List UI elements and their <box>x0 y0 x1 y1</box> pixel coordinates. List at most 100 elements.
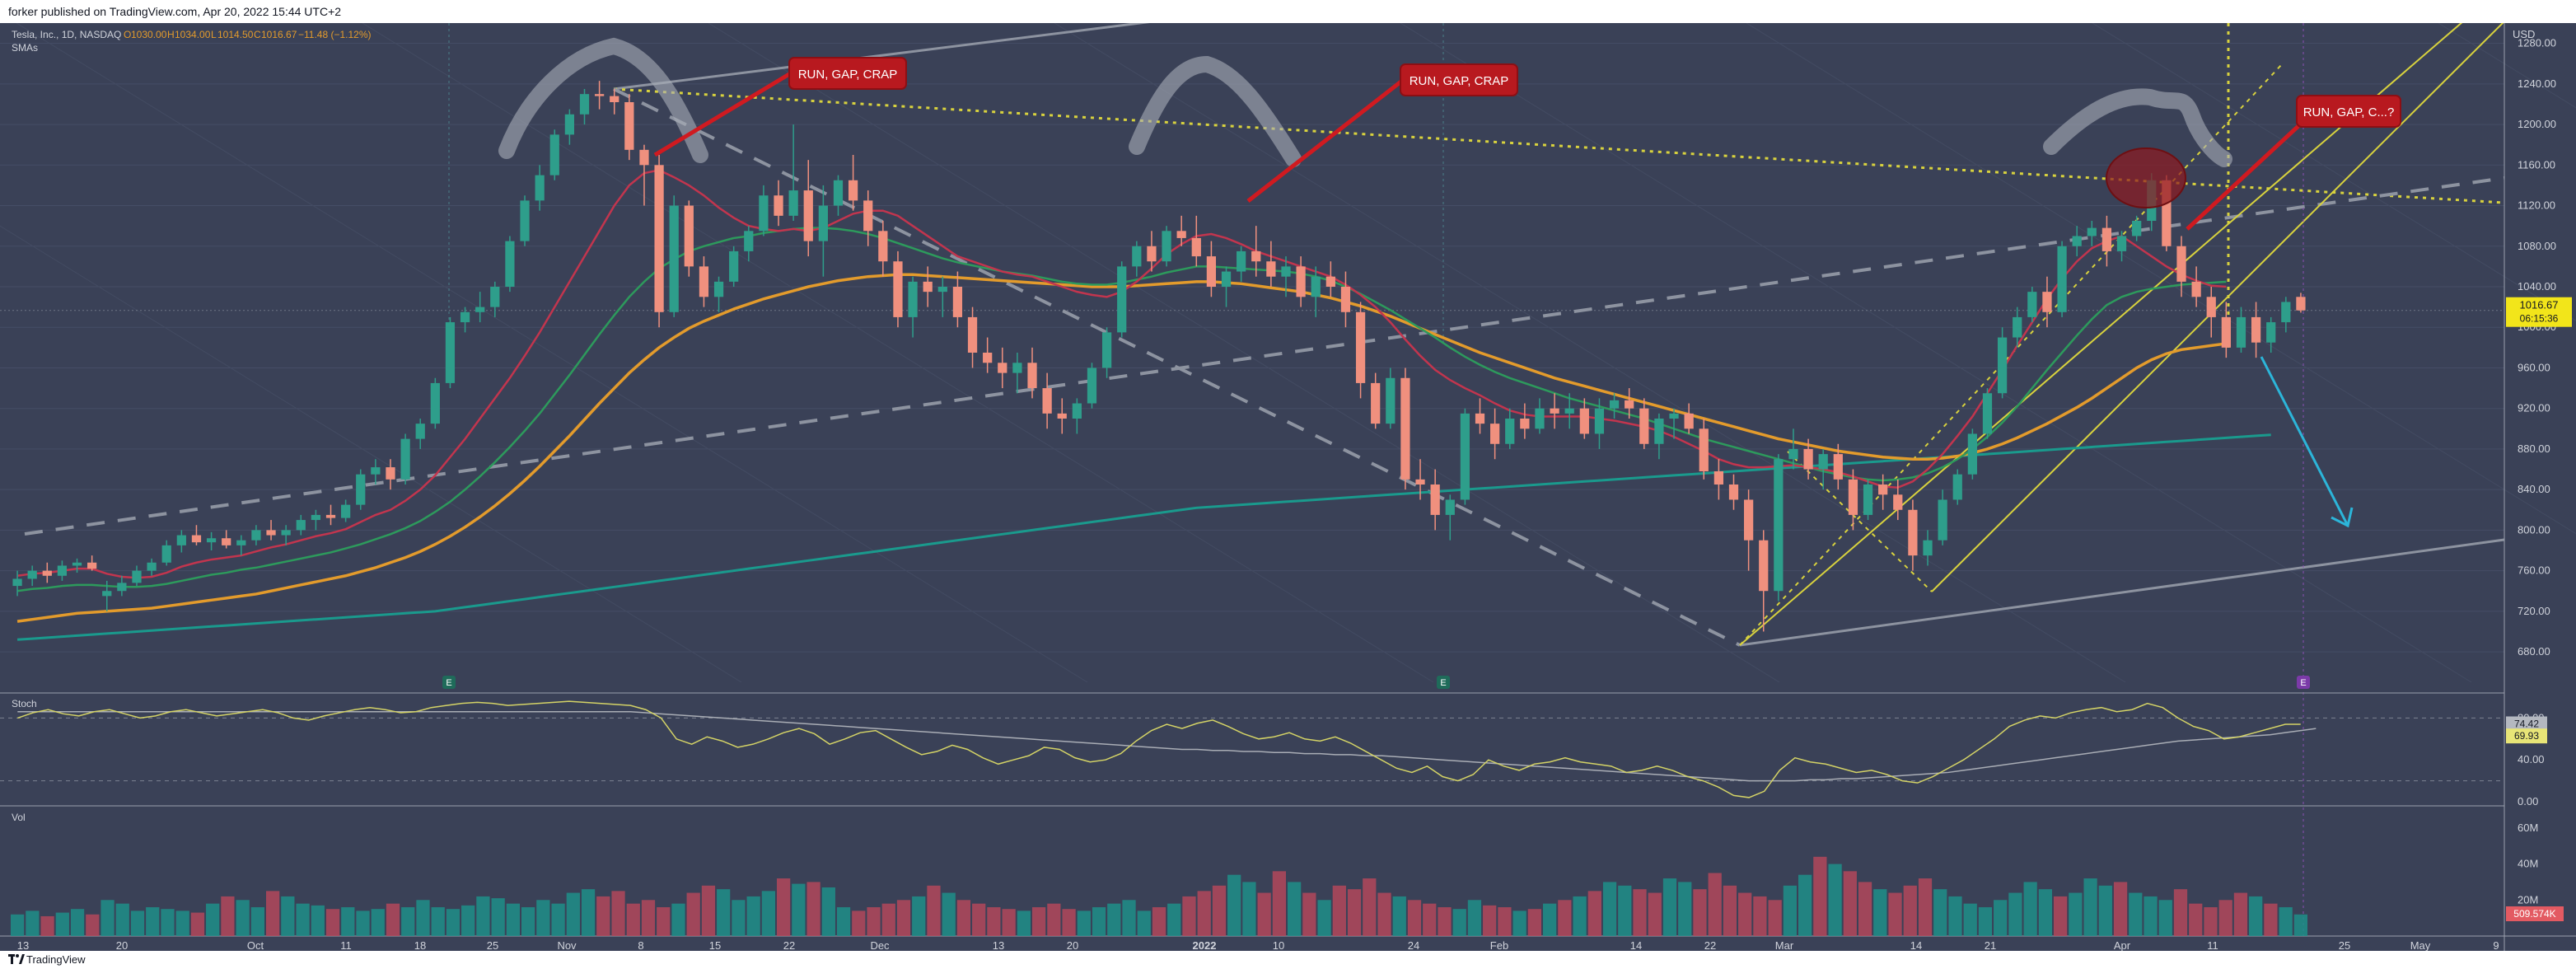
candle-body[interactable] <box>1788 448 1798 460</box>
candle-body[interactable] <box>1371 382 1381 424</box>
candle-body[interactable] <box>1460 413 1470 500</box>
volume-panel[interactable]: 60M 40M 20M <box>11 822 2538 936</box>
candle-body[interactable] <box>1774 459 1784 592</box>
candle-body[interactable] <box>1535 408 1545 429</box>
candle-body[interactable] <box>579 94 590 115</box>
candle-body[interactable] <box>27 570 37 579</box>
candle-body[interactable] <box>42 570 52 576</box>
candle-body[interactable] <box>505 241 515 287</box>
candle-body[interactable] <box>1505 419 1515 444</box>
candle-body[interactable] <box>1713 471 1723 485</box>
candle-body[interactable] <box>460 311 470 323</box>
candle-body[interactable] <box>2191 281 2201 297</box>
earnings-marker-1[interactable] <box>442 676 456 689</box>
candle-body[interactable] <box>1101 332 1112 368</box>
candle-body[interactable] <box>1266 261 1276 277</box>
candle-body[interactable] <box>1699 428 1709 471</box>
candle-body[interactable] <box>1042 388 1052 414</box>
candle-body[interactable] <box>161 545 171 563</box>
candle-body[interactable] <box>2072 236 2082 246</box>
candle-body[interactable] <box>669 205 679 312</box>
candle-body[interactable] <box>1311 276 1321 297</box>
candle-body[interactable] <box>1475 413 1485 424</box>
candle-body[interactable] <box>1415 479 1425 485</box>
candle-body[interactable] <box>713 281 724 297</box>
candle-body[interactable] <box>2087 227 2097 236</box>
candle-body[interactable] <box>1818 454 1828 470</box>
candle-body[interactable] <box>2296 297 2306 311</box>
candle-body[interactable] <box>191 535 202 543</box>
candle-body[interactable] <box>744 231 754 251</box>
candle-body[interactable] <box>1669 413 1679 419</box>
candle-body[interactable] <box>983 353 993 363</box>
candle-body[interactable] <box>2057 246 2067 312</box>
candle-body[interactable] <box>1087 367 1097 404</box>
candle-body[interactable] <box>2101 227 2112 251</box>
candle-body[interactable] <box>1908 509 1918 556</box>
candle-body[interactable] <box>1221 271 1232 287</box>
candle-body[interactable] <box>1520 419 1530 429</box>
candle-body[interactable] <box>1027 363 1037 389</box>
candle-body[interactable] <box>2236 316 2246 348</box>
candle-body[interactable] <box>445 322 456 383</box>
candle-body[interactable] <box>1490 424 1500 444</box>
candle-body[interactable] <box>564 114 574 135</box>
candle-body[interactable] <box>549 134 559 176</box>
chart-area[interactable]: RUN, GAP, CRAP RUN, GAP, CRAP RUN, GAP, … <box>0 20 2576 952</box>
candle-body[interactable] <box>490 287 500 307</box>
candle-body[interactable] <box>639 149 649 166</box>
candle-body[interactable] <box>386 467 395 480</box>
candle-body[interactable] <box>87 562 97 569</box>
candle-body[interactable] <box>325 514 336 518</box>
candle-body[interactable] <box>251 530 261 541</box>
candle-body[interactable] <box>774 195 783 216</box>
candle-body[interactable] <box>923 281 933 293</box>
candle-body[interactable] <box>1057 413 1067 419</box>
candle-body[interactable] <box>1982 393 1993 434</box>
candle-body[interactable] <box>1162 231 1171 262</box>
chart-svg[interactable]: RUN, GAP, CRAP RUN, GAP, CRAP RUN, GAP, … <box>0 20 2576 952</box>
candle-body[interactable] <box>998 363 1007 373</box>
candle-body[interactable] <box>520 200 530 241</box>
candle-body[interactable] <box>684 205 694 267</box>
candle-body[interactable] <box>266 530 276 536</box>
candle-body[interactable] <box>430 382 440 424</box>
candle-body[interactable] <box>2042 292 2052 312</box>
candle-body[interactable] <box>729 250 739 282</box>
candle-body[interactable] <box>1147 246 1157 262</box>
candle-body[interactable] <box>595 94 605 96</box>
candle-body[interactable] <box>1654 419 1664 444</box>
candle-body[interactable] <box>1848 479 1858 515</box>
candle-body[interactable] <box>2116 236 2127 251</box>
candle-body[interactable] <box>1579 408 1589 434</box>
candle-body[interactable] <box>281 530 291 536</box>
candle-body[interactable] <box>236 540 246 545</box>
earnings-marker-3[interactable] <box>2297 676 2310 689</box>
candle-body[interactable] <box>1251 250 1261 262</box>
candle-body[interactable] <box>2266 322 2276 343</box>
stoch-panel[interactable]: 80.0040.000.00 <box>0 700 2545 808</box>
candle-body[interactable] <box>908 281 918 317</box>
candle-body[interactable] <box>1728 485 1739 500</box>
candle-body[interactable] <box>1893 494 1903 510</box>
candle-body[interactable] <box>2221 316 2231 348</box>
candle-body[interactable] <box>296 520 306 531</box>
candle-body[interactable] <box>2162 180 2172 246</box>
candle-body[interactable] <box>12 578 22 587</box>
candle-body[interactable] <box>1833 454 1843 480</box>
candle-body[interactable] <box>1281 266 1291 277</box>
candle-body[interactable] <box>1923 540 1933 556</box>
candle-body[interactable] <box>206 538 217 543</box>
candle-body[interactable] <box>1012 363 1022 373</box>
candle-body[interactable] <box>400 438 410 480</box>
candle-body[interactable] <box>132 570 142 583</box>
candle-body[interactable] <box>863 200 873 232</box>
candle-body[interactable] <box>1386 377 1396 424</box>
candle-body[interactable] <box>222 538 231 545</box>
candle-body[interactable] <box>1759 540 1769 592</box>
candle-body[interactable] <box>1117 266 1127 333</box>
candle-body[interactable] <box>535 175 545 201</box>
candle-body[interactable] <box>1967 433 1977 475</box>
candle-body[interactable] <box>1594 408 1605 434</box>
candle-body[interactable] <box>1176 231 1186 238</box>
